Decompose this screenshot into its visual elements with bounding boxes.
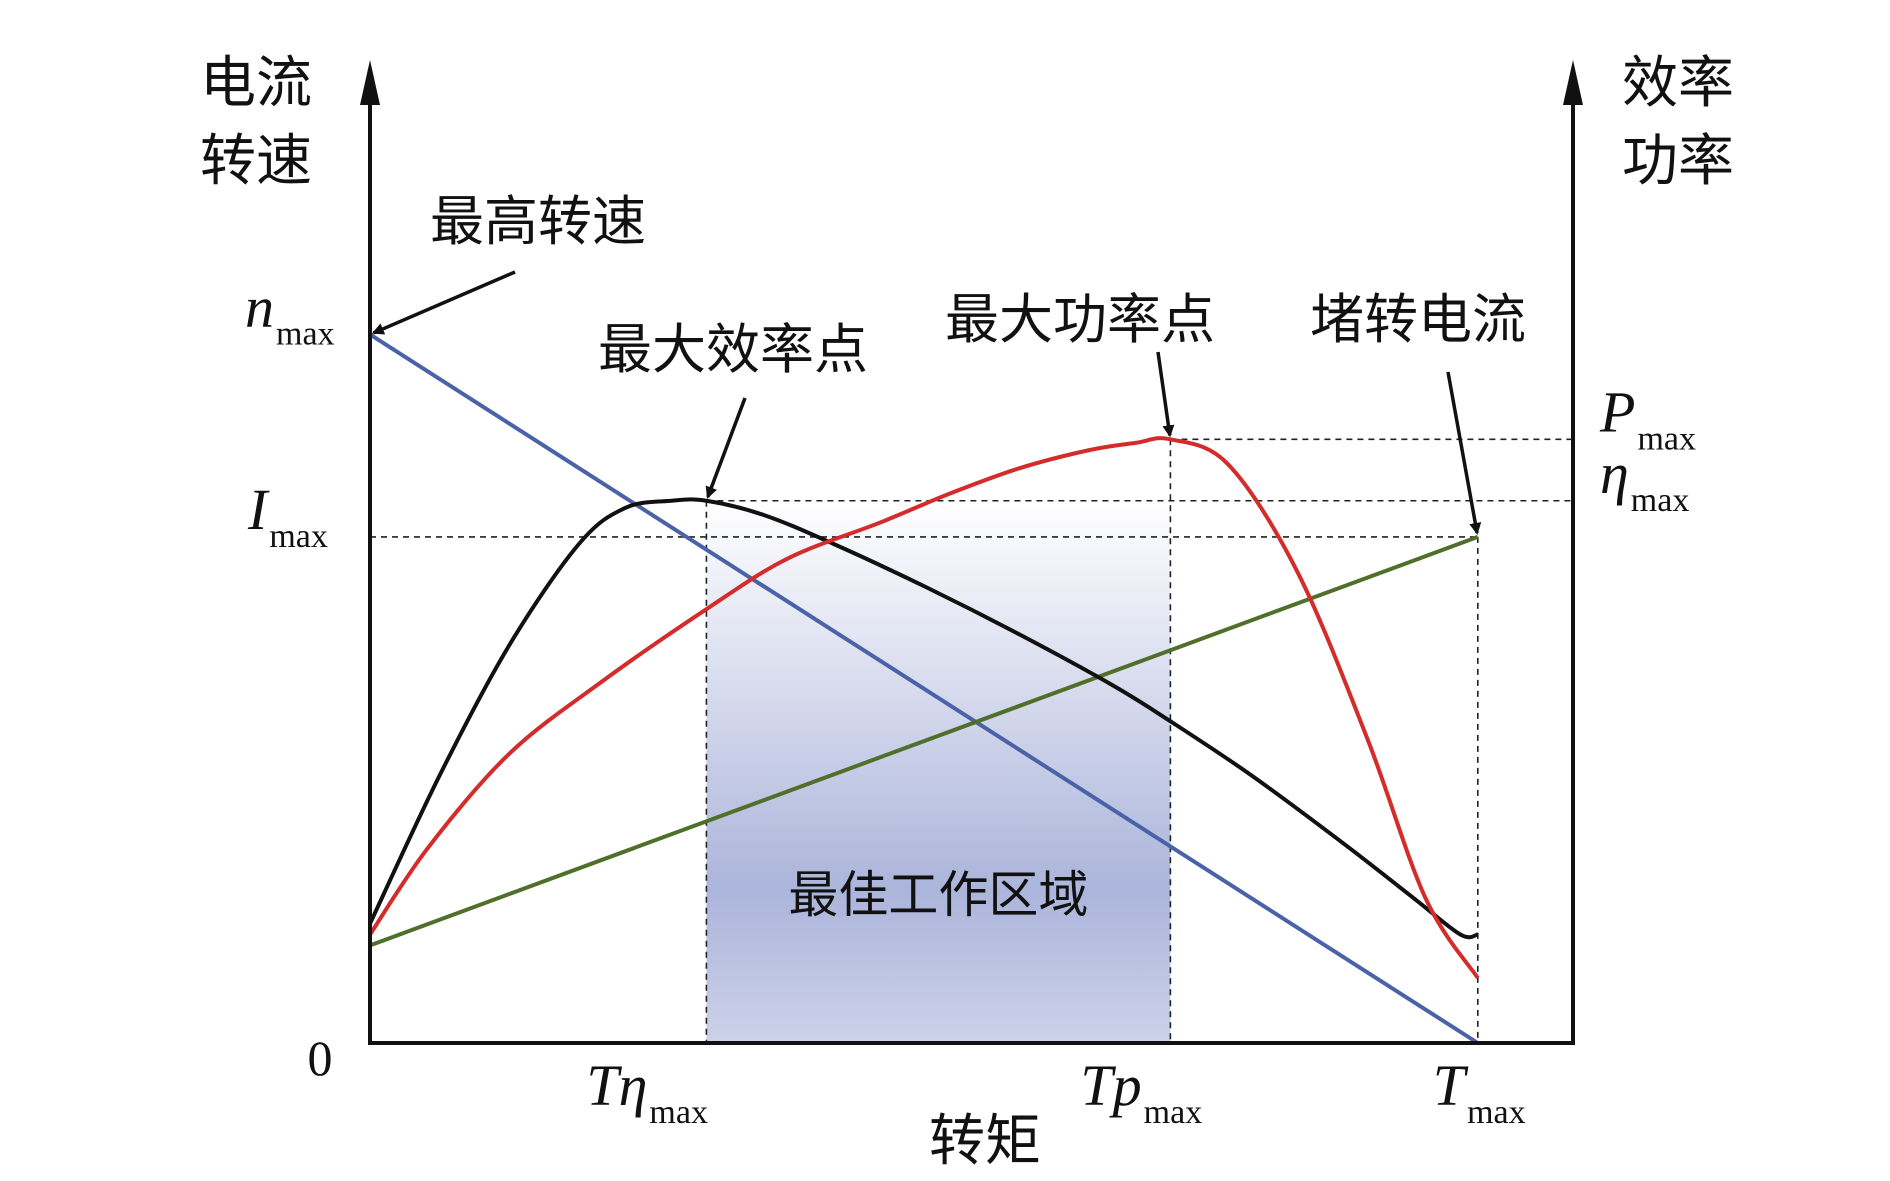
- annotation-arrow-2: [705, 397, 747, 499]
- annotation-arrow-3: [1156, 351, 1175, 438]
- right-tick-etamax-main: η: [1600, 441, 1629, 506]
- x-axis-label: 转矩: [929, 1109, 1041, 1174]
- right-tick-pmax-sub: max: [1637, 420, 1696, 457]
- annotation-label-4: 堵转电流: [1310, 288, 1526, 351]
- left-tick-imax-main: I: [247, 477, 270, 542]
- right-tick-etamax-sub: max: [1631, 482, 1690, 519]
- x-tick-teta-sub: max: [649, 1094, 708, 1131]
- guide-lines: [370, 438, 1573, 1043]
- right-axis-label-line-1: 效率: [1622, 51, 1734, 116]
- left-tick-imax-sub: max: [269, 518, 328, 555]
- annotation-arrow-1: [371, 270, 516, 335]
- left-axis-arrow-icon: [360, 60, 380, 105]
- x-tick-teta-main: Tη: [586, 1053, 647, 1118]
- left-tick-nmax-main: n: [245, 274, 274, 339]
- left-axis-label-line-1: 电流: [200, 51, 312, 116]
- x-tick-tmax-sub: max: [1467, 1094, 1526, 1131]
- speed-curve: [368, 332, 1479, 1045]
- x-tick-tp: Tp max: [1080, 1053, 1202, 1131]
- origin-label: 0: [308, 1030, 333, 1086]
- left-axis-label-line-2: 转速: [200, 129, 312, 194]
- power-curve: [368, 436, 1480, 980]
- efficiency-curve: [368, 497, 1479, 940]
- series-layer: [368, 332, 1480, 1045]
- x-tick-tmax-main: T: [1433, 1053, 1469, 1118]
- annotation-label-2: 最大效率点: [598, 318, 868, 381]
- left-tick-nmax: n max: [245, 274, 335, 352]
- right-tick-etamax: η max: [1600, 441, 1689, 519]
- best-operating-region-label: 最佳工作区域: [788, 866, 1088, 924]
- x-tick-tp-main: Tp: [1080, 1053, 1141, 1118]
- annotation-label-1: 最高转速: [430, 190, 646, 253]
- annotation-arrow-4: [1446, 371, 1482, 535]
- right-tick-pmax-main: P: [1599, 379, 1635, 444]
- left-tick-nmax-sub: max: [276, 315, 335, 352]
- right-axis-arrow-icon: [1563, 60, 1583, 105]
- current-curve: [369, 535, 1479, 948]
- x-tick-teta: Tη max: [586, 1053, 708, 1131]
- x-tick-tp-sub: max: [1144, 1094, 1203, 1131]
- annotation-label-3: 最大功率点: [945, 288, 1215, 351]
- best-operating-region: [706, 500, 1171, 1041]
- right-axis-label-line-2: 功率: [1622, 129, 1734, 194]
